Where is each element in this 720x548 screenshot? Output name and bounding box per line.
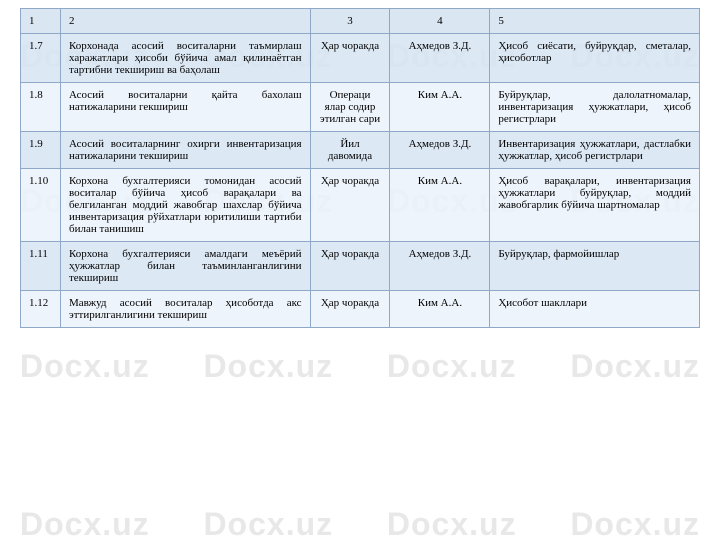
cell-person: Ким А.А. (390, 83, 490, 132)
cell-id: 1.12 (21, 291, 61, 328)
table-row: 1.11 Корхона бухгалтерияси амалдаги меъё… (21, 242, 700, 291)
cell-desc: Корхона бухгалтерияси амалдаги меъёрий ҳ… (60, 242, 310, 291)
cell-id: 1.10 (21, 169, 61, 242)
watermark-row: Docx.uz Docx.uz Docx.uz Docx.uz (0, 506, 720, 543)
watermark-text: Docx.uz (20, 348, 150, 385)
watermark-text: Docx.uz (203, 506, 333, 543)
cell-period: Ҳар чоракда (310, 242, 390, 291)
cell-desc: Корхонада асосий воситаларни таъмирлаш х… (60, 34, 310, 83)
watermark-text: Docx.uz (570, 348, 700, 385)
watermark-text: Docx.uz (387, 506, 517, 543)
table-header-row: 1 2 3 4 5 (21, 9, 700, 34)
cell-desc: Асосий воситаларни қайта бахолаш натижал… (60, 83, 310, 132)
watermark-text: Docx.uz (203, 348, 333, 385)
col-header-3: 3 (310, 9, 390, 34)
cell-person: Аҳмедов З.Д. (390, 34, 490, 83)
cell-period: Йил давомида (310, 132, 390, 169)
table-row: 1.10 Корхона бухгалтерияси томонидан асо… (21, 169, 700, 242)
cell-docs: Буйруқлар, далолатномалар, инвентаризаци… (490, 83, 700, 132)
col-header-1: 1 (21, 9, 61, 34)
cell-person: Ким А.А. (390, 291, 490, 328)
cell-person: Аҳмедов З.Д. (390, 242, 490, 291)
cell-desc: Корхона бухгалтерияси томонидан асосий в… (60, 169, 310, 242)
watermark-text: Docx.uz (20, 506, 150, 543)
audit-table: 1 2 3 4 5 1.7 Корхонада асосий воситалар… (20, 8, 700, 328)
cell-desc: Асосий воситаларнинг охирги инвентаризац… (60, 132, 310, 169)
cell-person: Аҳмедов З.Д. (390, 132, 490, 169)
cell-desc: Мавжуд асосий воситалар ҳисоботда акс эт… (60, 291, 310, 328)
col-header-4: 4 (390, 9, 490, 34)
cell-period: Ҳар чоракда (310, 34, 390, 83)
cell-docs: Ҳисоб варақалари, инвентаризация ҳужжатл… (490, 169, 700, 242)
cell-id: 1.9 (21, 132, 61, 169)
cell-period: Ҳар чоракда (310, 169, 390, 242)
table-row: 1.9 Асосий воситаларнинг охирги инвентар… (21, 132, 700, 169)
table-row: 1.8 Асосий воситаларни қайта бахолаш нат… (21, 83, 700, 132)
col-header-5: 5 (490, 9, 700, 34)
cell-docs: Инвентаризация ҳужжатлари, дастлабки ҳуж… (490, 132, 700, 169)
cell-period: Операци ялар содир этилган сари (310, 83, 390, 132)
cell-id: 1.7 (21, 34, 61, 83)
table-row: 1.12 Мавжуд асосий воситалар ҳисоботда а… (21, 291, 700, 328)
cell-id: 1.8 (21, 83, 61, 132)
table-row: 1.7 Корхонада асосий воситаларни таъмирл… (21, 34, 700, 83)
cell-id: 1.11 (21, 242, 61, 291)
watermark-text: Docx.uz (570, 506, 700, 543)
cell-docs: Буйруқлар, фармойишлар (490, 242, 700, 291)
cell-period: Ҳар чоракда (310, 291, 390, 328)
cell-docs: Ҳисобот шакллари (490, 291, 700, 328)
watermark-row: Docx.uz Docx.uz Docx.uz Docx.uz (0, 348, 720, 385)
cell-person: Ким А.А. (390, 169, 490, 242)
watermark-text: Docx.uz (387, 348, 517, 385)
cell-docs: Ҳисоб сиёсати, буйруқдар, сметалар, ҳисо… (490, 34, 700, 83)
col-header-2: 2 (60, 9, 310, 34)
